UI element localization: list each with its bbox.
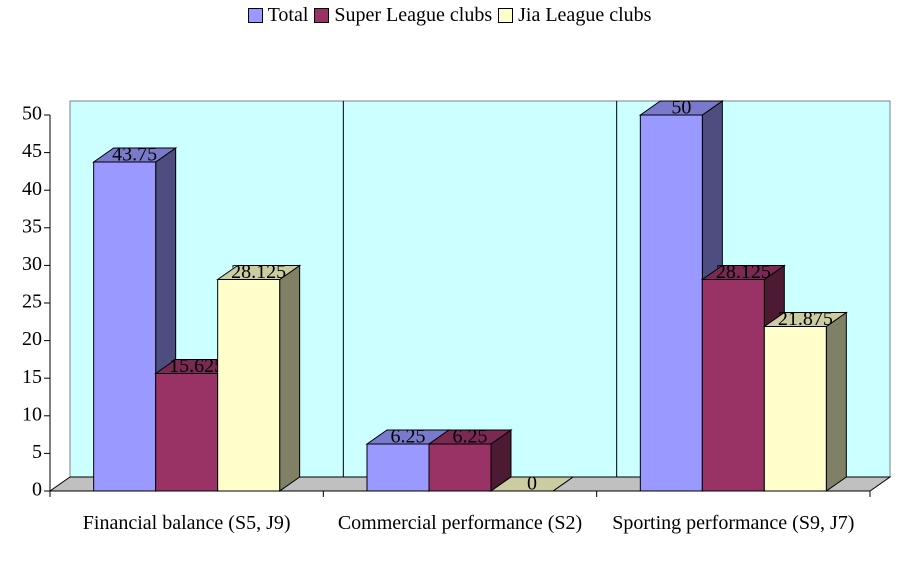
legend-swatch	[314, 8, 330, 23]
y-tick-label: 30	[22, 253, 42, 275]
value-label: 50	[671, 97, 691, 119]
legend-swatch	[247, 8, 263, 23]
y-tick-label: 10	[22, 403, 42, 425]
bar-top	[489, 476, 575, 492]
value-label: 0	[527, 473, 537, 495]
value-label: 6.25	[391, 426, 426, 448]
x-tick-label: Financial balance (S5, J9)	[82, 512, 291, 534]
bar-side	[825, 311, 847, 492]
value-label: 28.125	[716, 261, 771, 283]
x-tick-label: Sporting performance (S9, J7)	[612, 512, 855, 534]
bar-front	[217, 279, 281, 492]
bar-side	[279, 264, 301, 492]
value-label: 43.75	[112, 144, 157, 166]
bar	[216, 264, 302, 492]
y-tick-label: 45	[22, 140, 42, 162]
bar-front	[93, 161, 157, 492]
legend-item: Total	[247, 4, 309, 27]
legend-swatch	[498, 8, 514, 23]
bar-front	[639, 114, 703, 492]
bar-front	[428, 443, 492, 492]
y-tick-label: 0	[32, 479, 42, 501]
y-tick-label: 15	[22, 366, 42, 388]
value-label: 15.625	[169, 355, 224, 377]
bar-front	[701, 279, 765, 492]
y-tick-label: 20	[22, 328, 42, 350]
bar	[762, 311, 848, 492]
legend-label: Jia League clubs	[518, 4, 652, 26]
y-tick-label: 40	[22, 178, 42, 200]
y-tick-label: 35	[22, 215, 42, 237]
bar	[489, 476, 575, 492]
bar-front	[155, 373, 219, 492]
bar	[427, 429, 513, 492]
y-tick-label: 5	[32, 441, 42, 463]
value-label: 21.875	[778, 308, 833, 330]
legend: Total Super League clubs Jia League clubs	[0, 4, 899, 27]
value-label: 28.125	[231, 261, 286, 283]
y-tick-label: 25	[22, 291, 42, 313]
bar-front	[366, 443, 430, 492]
legend-item: Jia League clubs	[498, 4, 651, 27]
y-tick-label: 50	[22, 103, 42, 125]
x-tick-label: Commercial performance (S2)	[337, 512, 583, 534]
bar-front	[763, 326, 827, 492]
legend-item: Super League clubs	[314, 4, 492, 27]
value-label: 6.25	[453, 426, 488, 448]
legend-label: Total	[267, 4, 309, 26]
legend-label: Super League clubs	[334, 4, 493, 26]
